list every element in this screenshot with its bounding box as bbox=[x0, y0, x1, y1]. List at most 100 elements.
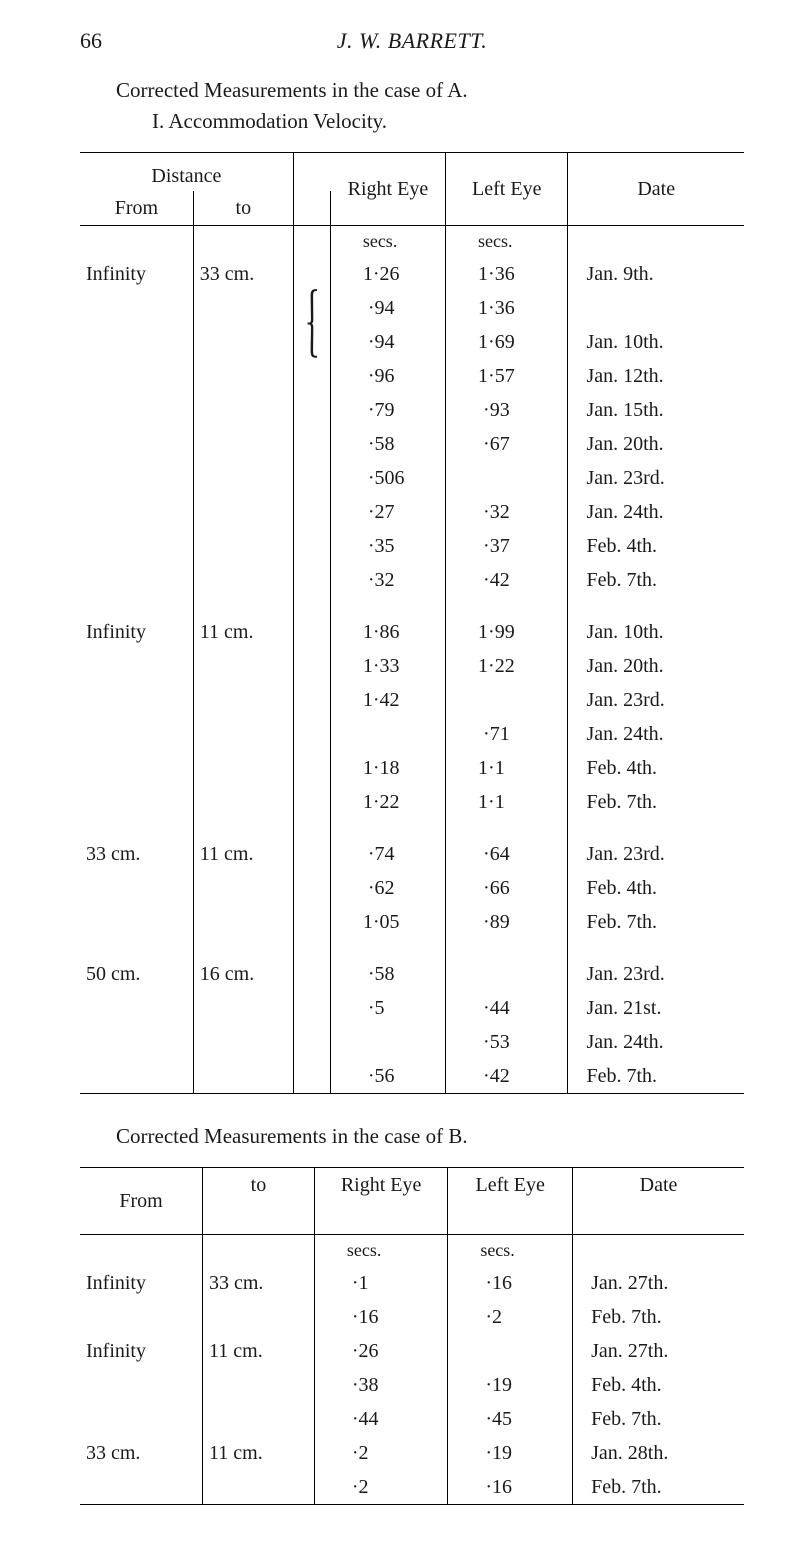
cell-right-eye: ·58 bbox=[330, 427, 445, 461]
cell-date: Jan. 23rd. bbox=[568, 683, 744, 717]
page-number: 66 bbox=[80, 28, 140, 54]
cell-left-eye: 1·57 bbox=[446, 359, 568, 393]
cell-date: Feb. 7th. bbox=[568, 563, 744, 597]
cell-right-eye: ·74 bbox=[330, 837, 445, 871]
header-to: to bbox=[193, 191, 293, 226]
brace-icon bbox=[293, 563, 330, 597]
cell-left-eye: 1·36 bbox=[446, 291, 568, 325]
cell-date: Feb. 7th. bbox=[568, 905, 744, 939]
cell-left-eye: ·64 bbox=[446, 837, 568, 871]
brace-icon bbox=[293, 461, 330, 495]
table-row: 50 cm.16 cm. ·58Jan. 23rd. bbox=[80, 957, 744, 991]
cell-right-eye: ·38 bbox=[314, 1368, 447, 1402]
cell-from: Infinity bbox=[80, 1266, 203, 1334]
cell-left-eye: ·66 bbox=[446, 871, 568, 905]
unit-label: secs. bbox=[446, 226, 568, 258]
unit-label: secs. bbox=[330, 226, 445, 258]
cell-from: Infinity bbox=[80, 1334, 203, 1436]
cell-right-eye: ·506 bbox=[330, 461, 445, 495]
cell-right-eye: ·94 bbox=[330, 291, 445, 325]
cell-right-eye: ·35 bbox=[330, 529, 445, 563]
cell-from: Infinity bbox=[80, 257, 193, 597]
brace-icon bbox=[293, 717, 330, 751]
cell-right-eye: ·27 bbox=[330, 495, 445, 529]
cell-date: Jan. 10th. bbox=[568, 325, 744, 359]
cell-from: Infinity bbox=[80, 615, 193, 819]
caption-a: Corrected Measurements in the case of A. bbox=[116, 78, 744, 103]
table-row bbox=[80, 819, 744, 837]
brace-icon: ⎰ bbox=[293, 291, 330, 325]
cell-right-eye: 1·18 bbox=[330, 751, 445, 785]
header-right-eye: Right Eye bbox=[330, 153, 445, 226]
brace-icon: ⎱ bbox=[293, 325, 330, 359]
cell-right-eye bbox=[330, 1025, 445, 1059]
header-right-eye: Right Eye bbox=[314, 1168, 447, 1235]
table-row bbox=[80, 597, 744, 615]
cell-from: 33 cm. bbox=[80, 837, 193, 939]
cell-right-eye: ·96 bbox=[330, 359, 445, 393]
subcaption-a: I. Accommodation Velocity. bbox=[152, 109, 744, 134]
cell-right-eye: 1·86 bbox=[330, 615, 445, 649]
cell-date: Feb. 4th. bbox=[568, 529, 744, 563]
cell-date: Feb. 7th. bbox=[573, 1402, 744, 1436]
brace-icon bbox=[293, 683, 330, 717]
cell-date: Jan. 27th. bbox=[573, 1334, 744, 1368]
header-line: 66 J. W. BARRETT. bbox=[80, 28, 744, 54]
cell-left-eye bbox=[446, 461, 568, 495]
table-row bbox=[80, 939, 744, 957]
brace-icon bbox=[293, 495, 330, 529]
table-row: Infinity33 cm. ·1 ·16Jan. 27th. bbox=[80, 1266, 744, 1300]
cell-right-eye: 1·05 bbox=[330, 905, 445, 939]
cell-date: Jan. 24th. bbox=[568, 1025, 744, 1059]
table-row: secs.secs. bbox=[80, 226, 744, 258]
cell-right-eye: 1·42 bbox=[330, 683, 445, 717]
cell-left-eye: ·16 bbox=[448, 1470, 573, 1505]
brace-icon bbox=[293, 957, 330, 991]
brace-icon bbox=[293, 359, 330, 393]
brace-icon bbox=[293, 427, 330, 461]
cell-date: Jan. 23rd. bbox=[568, 461, 744, 495]
cell-right-eye: ·94 bbox=[330, 325, 445, 359]
table-row: Infinity33 cm.1·261·36Jan. 9th. bbox=[80, 257, 744, 291]
cell-left-eye: ·67 bbox=[446, 427, 568, 461]
cell-left-eye: 1·36 bbox=[446, 257, 568, 291]
brace-icon bbox=[293, 1059, 330, 1094]
cell-left-eye: ·32 bbox=[446, 495, 568, 529]
cell-to: 11 cm. bbox=[203, 1334, 315, 1436]
brace-icon bbox=[293, 1025, 330, 1059]
cell-right-eye bbox=[330, 717, 445, 751]
caption-b: Corrected Measurements in the case of B. bbox=[116, 1124, 744, 1149]
table-b: From to Right Eye Left Eye Date secs.sec… bbox=[80, 1167, 744, 1505]
cell-right-eye: ·16 bbox=[314, 1300, 447, 1334]
cell-date: Jan. 21st. bbox=[568, 991, 744, 1025]
cell-to: 33 cm. bbox=[203, 1266, 315, 1334]
cell-left-eye bbox=[448, 1334, 573, 1368]
brace-icon bbox=[293, 751, 330, 785]
brace-icon bbox=[293, 871, 330, 905]
cell-left-eye: ·42 bbox=[446, 563, 568, 597]
cell-date: Jan. 20th. bbox=[568, 649, 744, 683]
table-a: Distance Right Eye Left Eye Date From to… bbox=[80, 152, 744, 1094]
header-date: Date bbox=[568, 153, 744, 226]
cell-to: 11 cm. bbox=[193, 615, 293, 819]
header-left-eye: Left Eye bbox=[446, 153, 568, 226]
cell-date: Jan. 23rd. bbox=[568, 957, 744, 991]
table-row: 33 cm.11 cm. ·74 ·64Jan. 23rd. bbox=[80, 837, 744, 871]
cell-from: 33 cm. bbox=[80, 1436, 203, 1505]
cell-right-eye: ·56 bbox=[330, 1059, 445, 1094]
cell-right-eye: 1·22 bbox=[330, 785, 445, 819]
brace-icon bbox=[293, 991, 330, 1025]
cell-left-eye bbox=[446, 957, 568, 991]
cell-from: 50 cm. bbox=[80, 957, 193, 1094]
cell-left-eye: ·37 bbox=[446, 529, 568, 563]
brace-icon bbox=[293, 529, 330, 563]
cell-left-eye: ·19 bbox=[448, 1368, 573, 1402]
cell-right-eye: ·79 bbox=[330, 393, 445, 427]
cell-left-eye: ·42 bbox=[446, 1059, 568, 1094]
unit-label: secs. bbox=[448, 1235, 573, 1267]
cell-left-eye: ·45 bbox=[448, 1402, 573, 1436]
unit-label: secs. bbox=[314, 1235, 447, 1267]
cell-right-eye: ·32 bbox=[330, 563, 445, 597]
cell-right-eye: ·1 bbox=[314, 1266, 447, 1300]
cell-left-eye: 1·1 bbox=[446, 785, 568, 819]
